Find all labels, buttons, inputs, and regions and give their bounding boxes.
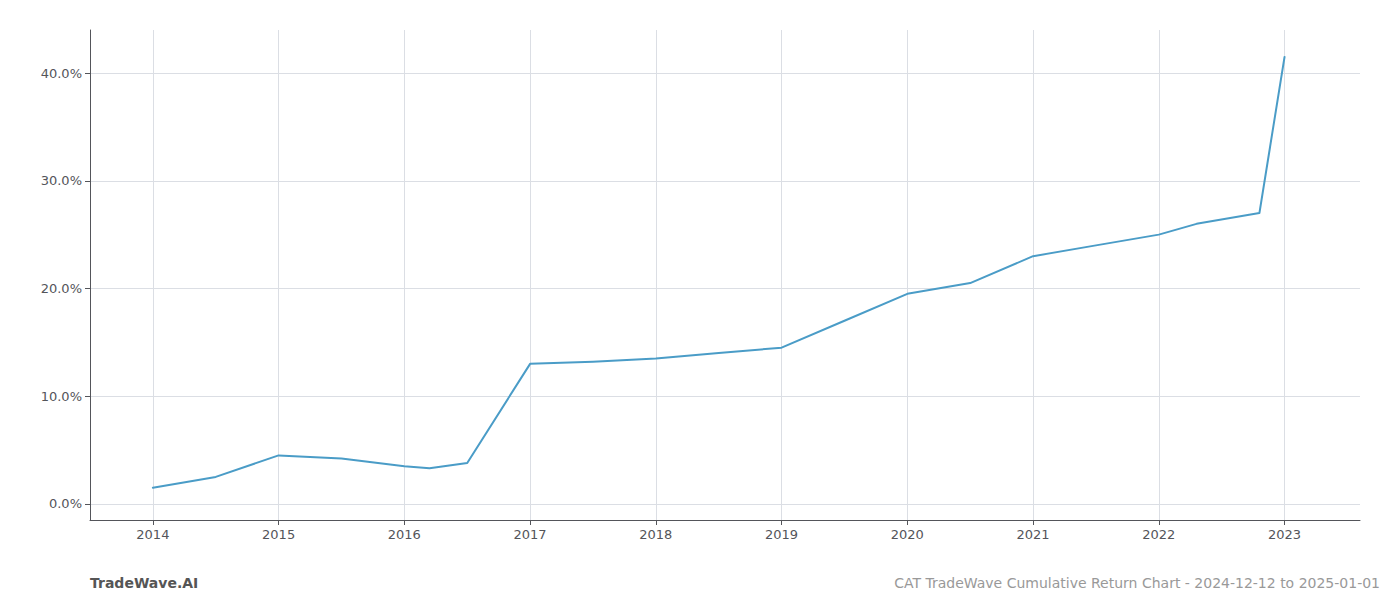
svg-text:2019: 2019	[765, 527, 798, 542]
svg-text:2014: 2014	[136, 527, 169, 542]
svg-text:2016: 2016	[388, 527, 421, 542]
svg-text:0.0%: 0.0%	[49, 496, 82, 511]
svg-text:40.0%: 40.0%	[41, 66, 82, 81]
svg-text:30.0%: 30.0%	[41, 173, 82, 188]
svg-text:20.0%: 20.0%	[41, 281, 82, 296]
svg-text:2015: 2015	[262, 527, 295, 542]
svg-text:2018: 2018	[639, 527, 672, 542]
svg-text:TradeWave.AI: TradeWave.AI	[90, 575, 198, 591]
svg-text:CAT TradeWave Cumulative Retur: CAT TradeWave Cumulative Return Chart - …	[894, 575, 1380, 591]
svg-text:2023: 2023	[1268, 527, 1301, 542]
svg-text:10.0%: 10.0%	[41, 389, 82, 404]
svg-text:2020: 2020	[891, 527, 924, 542]
svg-text:2017: 2017	[514, 527, 547, 542]
svg-text:2022: 2022	[1142, 527, 1175, 542]
svg-text:2021: 2021	[1017, 527, 1050, 542]
